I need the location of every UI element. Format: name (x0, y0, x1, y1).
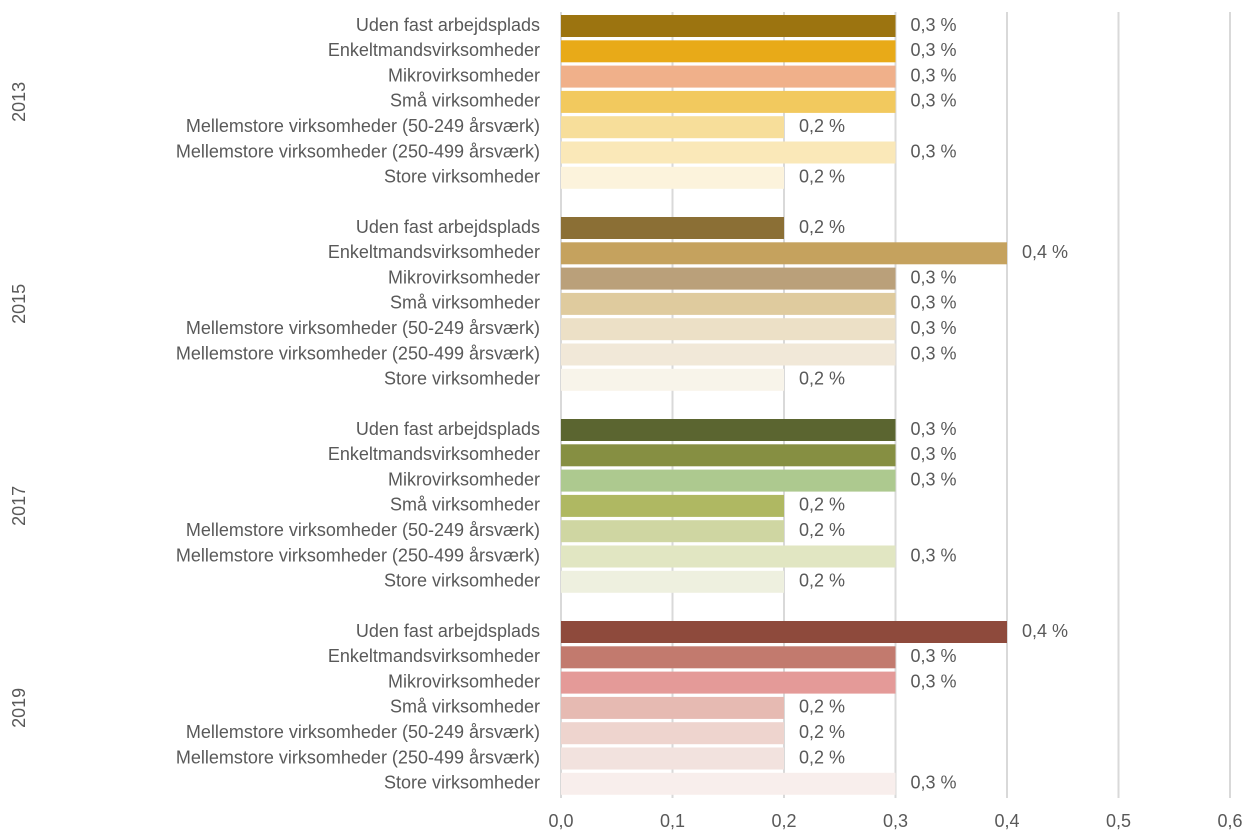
bar (561, 40, 896, 63)
bar (561, 292, 896, 315)
value-label: 0,3 % (911, 343, 957, 363)
bar (561, 318, 896, 341)
category-label: Mellemstore virksomheder (50-249 årsværk… (186, 116, 540, 136)
x-tick-label: 0,5 (1106, 811, 1131, 831)
value-label: 0,2 % (799, 747, 845, 767)
value-label: 0,3 % (911, 15, 957, 35)
x-tick-label: 0,4 (994, 811, 1019, 831)
category-label: Små virksomheder (390, 697, 540, 717)
bar (561, 772, 896, 795)
bar (561, 696, 784, 719)
category-label: Store virksomheder (384, 369, 540, 389)
group-label: 2019 (9, 688, 29, 728)
category-label: Mikrovirksomheder (388, 671, 540, 691)
bar (561, 343, 896, 366)
value-label: 0,3 % (911, 469, 957, 489)
value-label: 0,3 % (911, 444, 957, 464)
category-label: Mellemstore virksomheder (250-499 årsvær… (176, 343, 540, 363)
bar (561, 267, 896, 290)
bar (561, 494, 784, 517)
category-label: Små virksomheder (390, 91, 540, 111)
value-label: 0,4 % (1022, 621, 1068, 641)
value-label: 0,2 % (799, 167, 845, 187)
bar (561, 15, 896, 37)
value-label: 0,2 % (799, 116, 845, 136)
value-label: 0,3 % (911, 318, 957, 338)
bar (561, 65, 896, 88)
bar (561, 217, 784, 239)
value-label: 0,3 % (911, 91, 957, 111)
category-label: Mikrovirksomheder (388, 65, 540, 85)
category-label: Enkeltmandsvirksomheder (328, 40, 540, 60)
value-label: 0,3 % (911, 65, 957, 85)
group-label: 2015 (9, 284, 29, 324)
x-tick-label: 0,6 (1217, 811, 1242, 831)
value-label: 0,2 % (799, 571, 845, 591)
category-label: Mellemstore virksomheder (50-249 årsværk… (186, 520, 540, 540)
bar (561, 747, 784, 770)
value-label: 0,3 % (911, 545, 957, 565)
category-label: Uden fast arbejdsplads (356, 217, 540, 237)
category-label: Mellemstore virksomheder (50-249 årsværk… (186, 318, 540, 338)
category-label: Enkeltmandsvirksomheder (328, 444, 540, 464)
bar (561, 90, 896, 113)
value-label: 0,3 % (911, 419, 957, 439)
group-label: 2013 (9, 82, 29, 122)
category-label: Store virksomheder (384, 773, 540, 793)
bar (561, 368, 784, 391)
value-label: 0,3 % (911, 646, 957, 666)
bar (561, 671, 896, 694)
x-tick-label: 0,2 (771, 811, 796, 831)
category-label: Små virksomheder (390, 495, 540, 515)
category-label: Mellemstore virksomheder (250-499 årsvær… (176, 747, 540, 767)
value-label: 0,3 % (911, 671, 957, 691)
category-label: Store virksomheder (384, 571, 540, 591)
bar (561, 520, 784, 543)
bar (561, 570, 784, 593)
bar (561, 166, 784, 189)
category-label: Uden fast arbejdsplads (356, 621, 540, 641)
category-label: Store virksomheder (384, 167, 540, 187)
category-label: Enkeltmandsvirksomheder (328, 242, 540, 262)
bar (561, 469, 896, 492)
value-label: 0,3 % (911, 40, 957, 60)
x-tick-label: 0,0 (548, 811, 573, 831)
value-label: 0,2 % (799, 697, 845, 717)
bar (561, 621, 1007, 643)
bar (561, 444, 896, 467)
x-tick-label: 0,3 (883, 811, 908, 831)
category-label: Uden fast arbejdsplads (356, 15, 540, 35)
value-label: 0,3 % (911, 141, 957, 161)
bar (561, 545, 896, 568)
value-label: 0,3 % (911, 773, 957, 793)
category-label: Mellemstore virksomheder (250-499 årsvær… (176, 545, 540, 565)
category-label: Enkeltmandsvirksomheder (328, 646, 540, 666)
category-label: Mikrovirksomheder (388, 469, 540, 489)
bar (561, 646, 896, 669)
value-label: 0,3 % (911, 293, 957, 313)
value-label: 0,2 % (799, 217, 845, 237)
value-label: 0,2 % (799, 495, 845, 515)
category-label: Mellemstore virksomheder (50-249 årsværk… (186, 722, 540, 742)
bar (561, 419, 896, 441)
category-label: Uden fast arbejdsplads (356, 419, 540, 439)
value-label: 0,3 % (911, 267, 957, 287)
bar (561, 722, 784, 745)
bar (561, 116, 784, 139)
category-label: Mikrovirksomheder (388, 267, 540, 287)
bar (561, 141, 896, 164)
category-label: Små virksomheder (390, 293, 540, 313)
value-label: 0,2 % (799, 369, 845, 389)
x-tick-label: 0,1 (660, 811, 685, 831)
value-label: 0,2 % (799, 722, 845, 742)
bar (561, 242, 1007, 265)
value-label: 0,4 % (1022, 242, 1068, 262)
group-label: 2017 (9, 486, 29, 526)
category-label: Mellemstore virksomheder (250-499 årsvær… (176, 141, 540, 161)
value-label: 0,2 % (799, 520, 845, 540)
